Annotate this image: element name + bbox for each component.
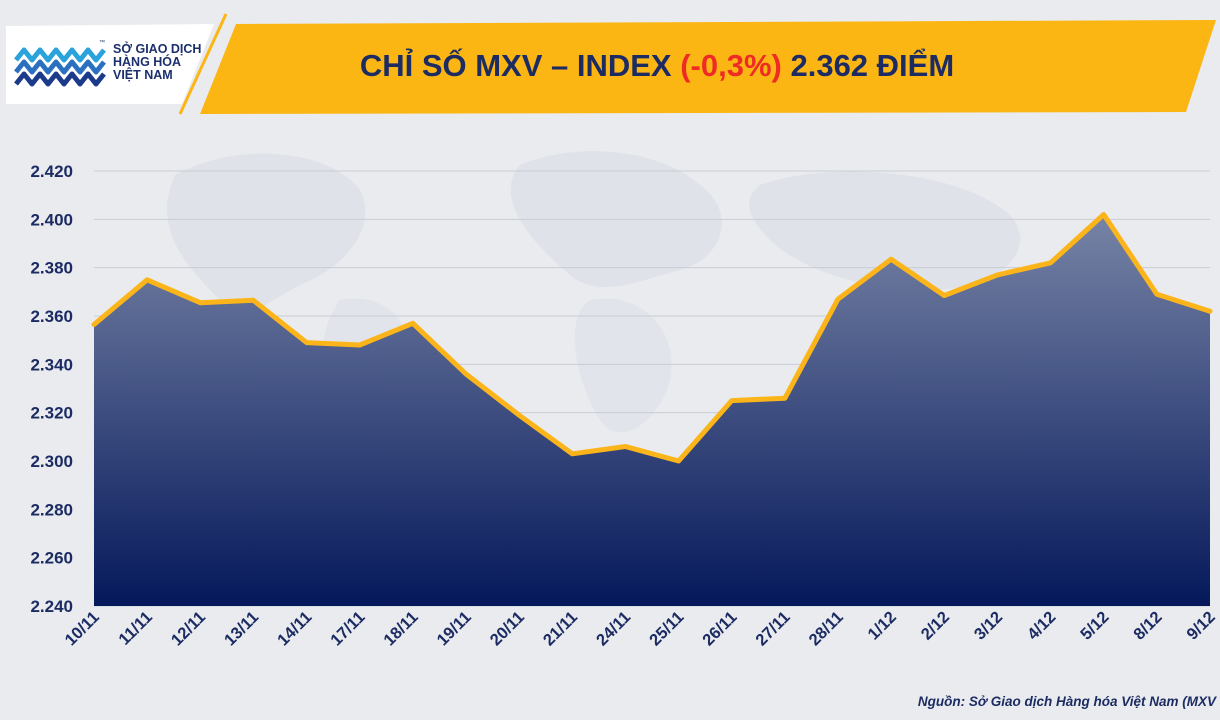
data-point bbox=[357, 342, 362, 348]
x-tick-label: 12/11 bbox=[168, 608, 209, 649]
y-tick-label: 2.320 bbox=[30, 404, 73, 423]
y-tick-label: 2.240 bbox=[30, 597, 73, 616]
mxv-logo-icon bbox=[14, 47, 106, 87]
x-tick-label: 27/11 bbox=[752, 608, 793, 649]
y-tick-label: 2.360 bbox=[30, 307, 73, 326]
x-tick-label: 14/11 bbox=[274, 608, 315, 649]
data-point bbox=[198, 300, 203, 305]
data-point bbox=[623, 444, 628, 449]
y-tick-label: 2.420 bbox=[30, 162, 73, 181]
x-tick-label: 18/11 bbox=[380, 608, 421, 649]
data-point bbox=[888, 257, 894, 262]
x-tick-label: 9/12 bbox=[1183, 608, 1218, 643]
x-tick-label: 8/12 bbox=[1130, 608, 1165, 643]
data-point bbox=[251, 298, 256, 303]
x-axis-labels: 10/11 11/11 12/11 13/11 14/11 17/11 18/11 19/11… bbox=[62, 608, 1219, 649]
data-point bbox=[410, 321, 416, 326]
brand-line-1: SỞ GIAO DỊCH bbox=[113, 42, 202, 56]
data-point bbox=[835, 296, 841, 302]
x-tick-label: 25/11 bbox=[646, 608, 687, 649]
data-point bbox=[676, 458, 681, 464]
data-point bbox=[1101, 212, 1106, 217]
header-band bbox=[6, 13, 1216, 115]
data-point bbox=[782, 395, 788, 401]
x-tick-label: 2/12 bbox=[918, 608, 953, 643]
y-tick-label: 2.260 bbox=[30, 549, 73, 568]
x-tick-label: 3/12 bbox=[971, 608, 1006, 643]
brand-line-2: HÀNG HÓA bbox=[113, 55, 182, 69]
brand-line-3: VIỆT NAM bbox=[113, 68, 173, 82]
title-prefix: CHỈ SỐ MXV – INDEX bbox=[359, 48, 681, 83]
y-tick-label: 2.300 bbox=[30, 452, 73, 471]
y-tick-label: 2.380 bbox=[30, 259, 73, 278]
data-point bbox=[942, 293, 947, 298]
y-axis-labels: 2.240 2.260 2.280 2.300 2.320 2.340 2.360 2.380… bbox=[30, 162, 73, 616]
title-change: (-0,3%) bbox=[680, 48, 782, 83]
x-tick-label: 24/11 bbox=[593, 608, 634, 649]
brand-name: SỞ GIAO DỊCH HÀNG HÓA VIỆT NAM bbox=[113, 43, 201, 82]
data-point bbox=[463, 371, 469, 377]
data-point bbox=[1207, 308, 1213, 314]
source-note: Nguồn: Sở Giao dịch Hàng hóa Việt Nam (M… bbox=[917, 694, 1216, 709]
area-layer bbox=[91, 212, 1213, 606]
x-tick-label: 4/12 bbox=[1024, 608, 1059, 643]
x-tick-label: 5/12 bbox=[1077, 608, 1112, 643]
data-point bbox=[729, 398, 734, 403]
y-tick-label: 2.400 bbox=[30, 210, 73, 229]
data-point bbox=[995, 272, 1000, 278]
data-point bbox=[144, 277, 150, 282]
x-tick-label: 1/12 bbox=[865, 608, 900, 643]
series-area bbox=[94, 214, 1210, 606]
chart-title: CHỈ SỐ MXV – INDEX (-0,3%) 2.362 ĐIỂM bbox=[262, 48, 1052, 84]
series-line bbox=[91, 212, 1213, 464]
data-point bbox=[1048, 260, 1053, 266]
x-tick-label: 21/11 bbox=[540, 608, 581, 649]
x-tick-label: 26/11 bbox=[699, 608, 740, 649]
x-tick-label: 28/11 bbox=[806, 608, 847, 649]
data-point bbox=[516, 412, 522, 418]
y-tick-label: 2.340 bbox=[30, 355, 73, 374]
data-point bbox=[1154, 292, 1160, 297]
title-suffix: 2.362 ĐIỂM bbox=[781, 48, 955, 83]
y-tick-label: 2.280 bbox=[30, 500, 73, 519]
x-tick-label: 19/11 bbox=[434, 608, 475, 649]
x-tick-label: 11/11 bbox=[115, 608, 156, 649]
x-tick-label: 13/11 bbox=[221, 608, 262, 649]
trademark-mark: ™ bbox=[99, 40, 105, 46]
x-tick-label: 17/11 bbox=[327, 608, 368, 649]
x-tick-label: 20/11 bbox=[487, 608, 528, 649]
data-point bbox=[570, 451, 575, 456]
data-point bbox=[91, 322, 97, 327]
data-point bbox=[304, 340, 309, 345]
